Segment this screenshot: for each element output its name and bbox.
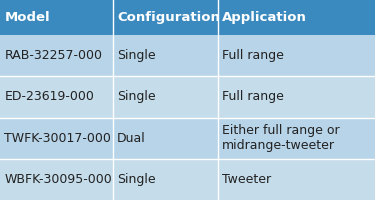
Text: Full range: Full range [222, 90, 284, 103]
Bar [112, 35, 218, 76]
Bar [0, 117, 112, 159]
Text: Application: Application [222, 11, 307, 24]
Bar [0, 159, 112, 200]
Text: ED-23619-000: ED-23619-000 [4, 90, 94, 103]
Text: RAB-32257-000: RAB-32257-000 [4, 49, 102, 62]
Text: Full range: Full range [222, 49, 284, 62]
Text: TWFK-30017-000: TWFK-30017-000 [4, 132, 111, 145]
Bar [112, 159, 218, 200]
Bar [112, 76, 218, 118]
Bar [0, 76, 112, 118]
Bar [112, 117, 218, 159]
Text: Dual: Dual [117, 132, 146, 145]
Bar [217, 159, 375, 200]
Text: Single: Single [117, 49, 156, 62]
Text: Tweeter: Tweeter [222, 173, 271, 186]
Bar [112, 0, 218, 35]
Text: Configuration: Configuration [117, 11, 220, 24]
Bar [217, 117, 375, 159]
Text: Model: Model [4, 11, 50, 24]
Bar [217, 76, 375, 118]
Bar [217, 35, 375, 76]
Bar [217, 0, 375, 35]
Bar [0, 0, 112, 35]
Text: WBFK-30095-000: WBFK-30095-000 [4, 173, 112, 186]
Text: Either full range or
midrange-tweeter: Either full range or midrange-tweeter [222, 124, 340, 152]
Text: Single: Single [117, 90, 156, 103]
Text: Single: Single [117, 173, 156, 186]
Bar [0, 35, 112, 76]
